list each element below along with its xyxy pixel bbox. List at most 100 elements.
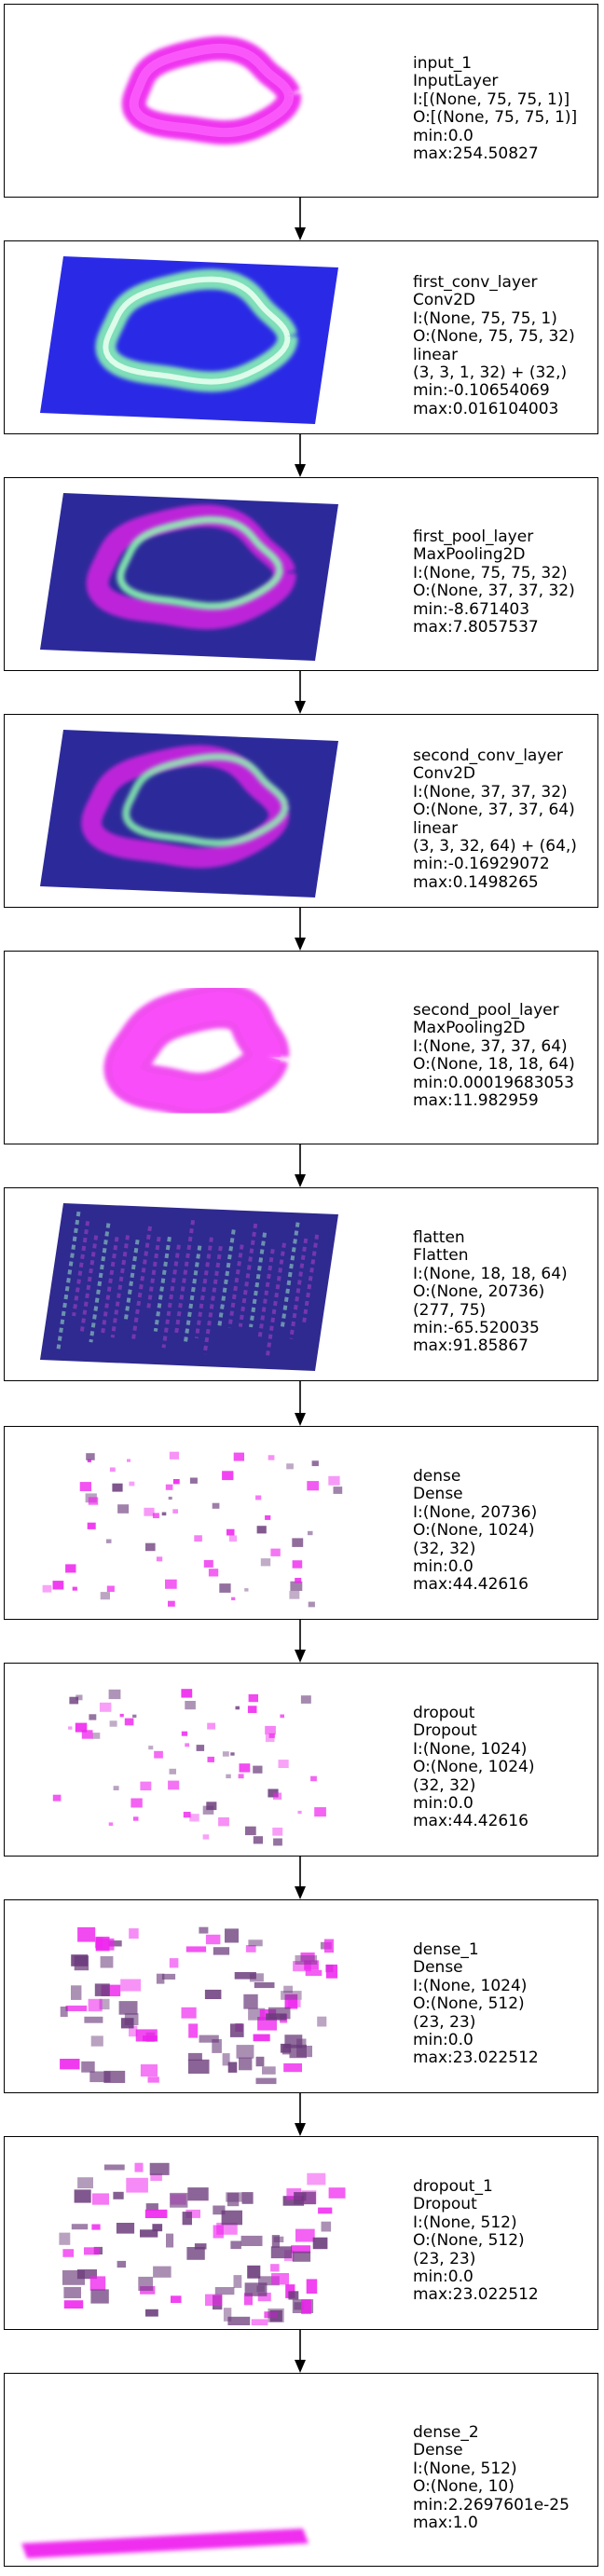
layer-detail: O:(None, 512) — [413, 2231, 525, 2251]
activation-cell — [230, 2240, 241, 2250]
activation-cell — [194, 2243, 207, 2250]
layer-detail: max:44.42616 — [413, 1575, 528, 1595]
activation-cell — [270, 1548, 281, 1556]
layer-type: Conv2D — [413, 764, 476, 784]
activation-cell — [236, 2045, 254, 2059]
layer-detail: O:(None, 37, 37, 64) — [413, 801, 575, 820]
activation-cell — [116, 2223, 135, 2234]
output-bar — [21, 2528, 309, 2558]
activation-cell — [239, 1763, 251, 1773]
activation-cell — [305, 1969, 323, 1977]
layer-box-dropout_1: dropout_1 Dropout I:(None, 512) O:(None, 51… — [4, 2136, 598, 2330]
connector-arrow — [295, 2330, 306, 2373]
activation-cell — [91, 2193, 109, 2205]
activation-column — [257, 1248, 275, 1340]
activation-ring — [81, 745, 290, 869]
activation-cell — [135, 2029, 158, 2042]
layer-box-dropout: dropout Dropout I:(None, 1024) O:(None, 102… — [4, 1663, 598, 1857]
activation-cell — [91, 2224, 101, 2230]
activation-cell — [245, 1826, 256, 1836]
activation-cell — [328, 1475, 340, 1486]
activation-cell — [74, 1955, 89, 1971]
connector-arrow — [295, 1857, 306, 1899]
activation-cell — [168, 1780, 180, 1790]
activation-cell — [265, 1514, 271, 1520]
activation-cell — [226, 1528, 235, 1536]
activation-cell — [212, 1502, 220, 1509]
activation-cell — [255, 1495, 262, 1500]
activation-cell — [112, 1483, 123, 1492]
layer-type: Flatten — [413, 1246, 469, 1266]
activation-cell — [300, 1953, 315, 1962]
layer-box-input_1: input_1 InputLayer I:[(None, 75, 75, 1)] O:… — [4, 4, 598, 198]
activation-cell — [254, 1982, 275, 1989]
activation-visualization — [59, 2162, 346, 2325]
layer-detail: I:(None, 20736) — [413, 1502, 538, 1522]
activation-cell — [52, 1581, 64, 1590]
connector-arrow — [295, 198, 306, 240]
activation-cell — [199, 1926, 209, 1934]
activation-cell — [227, 2316, 251, 2325]
activation-cell — [187, 2052, 202, 2061]
activation-cell — [222, 2053, 230, 2066]
activation-cell — [171, 2295, 182, 2303]
layer-detail: O:(None, 10) — [413, 2477, 515, 2497]
activation-cell — [124, 1718, 134, 1726]
activation-cell — [133, 1816, 139, 1821]
activation-cell — [226, 1774, 231, 1779]
activation-cell — [204, 1989, 222, 1999]
activation-cell — [207, 1756, 214, 1762]
activation-ring-highlight — [103, 276, 291, 385]
activation-ring-highlight — [129, 43, 295, 138]
layer-info: dense Dense I:(None, 20736) O:(None, 1024)(… — [413, 1467, 538, 1595]
activation-column — [289, 1238, 309, 1339]
activation-cell — [308, 1530, 313, 1536]
layer-detail: min:0.0 — [413, 1794, 474, 1814]
activation-cell — [240, 2235, 263, 2246]
activation-cell — [262, 2066, 276, 2075]
activation-cell — [212, 2039, 222, 2053]
activation-cell — [248, 1939, 263, 1947]
activation-cell — [248, 1693, 258, 1703]
layer-name: first_pool_layer — [413, 528, 534, 546]
activation-cell — [156, 1556, 163, 1562]
activation-visualization — [103, 983, 290, 1118]
activation-cell — [71, 2224, 89, 2230]
activation-cell — [62, 2249, 75, 2257]
activation-cell — [266, 2013, 287, 2021]
activation-cell — [186, 2247, 205, 2260]
activation-cell — [60, 2059, 80, 2070]
activation-visualization — [21, 2528, 309, 2558]
activation-cell — [185, 1946, 207, 1953]
activation-cell — [185, 1743, 190, 1747]
layer-detail: max:0.1498265 — [413, 872, 539, 892]
activation-cell — [119, 1713, 124, 1718]
layer-detail: min:0.0 — [413, 1557, 474, 1577]
activation-cell — [100, 1592, 110, 1600]
activation-cell — [258, 2276, 280, 2286]
layer-name: dense — [413, 1467, 461, 1486]
activation-cell — [318, 2207, 333, 2214]
connector-arrow — [295, 671, 306, 714]
activation-cell — [196, 1745, 205, 1751]
activation-column — [130, 1226, 153, 1343]
connector-arrow — [295, 1381, 306, 1426]
activation-cell — [243, 1994, 258, 2009]
activation-cell — [99, 1702, 112, 1712]
activation-cell — [317, 2016, 327, 2027]
activation-visualization — [42, 1451, 343, 1608]
activation-cell — [247, 1706, 257, 1713]
layer-detail: (23, 23) — [413, 2249, 476, 2268]
layer-box-dense: dense Dense I:(None, 20736) O:(None, 1024)(… — [4, 1426, 598, 1620]
activation-cell — [295, 1954, 318, 1965]
activation-cell — [268, 2308, 284, 2323]
activation-cell — [301, 2299, 311, 2314]
activation-cell — [290, 1581, 303, 1591]
activation-cell — [140, 2229, 158, 2238]
activation-column — [227, 1244, 244, 1329]
activation-cell — [129, 1481, 135, 1487]
activation-cell — [108, 1940, 122, 1947]
layer-detail: I:(None, 512) — [413, 2213, 517, 2232]
activation-column — [110, 1235, 130, 1338]
activation-cell — [117, 2260, 127, 2268]
